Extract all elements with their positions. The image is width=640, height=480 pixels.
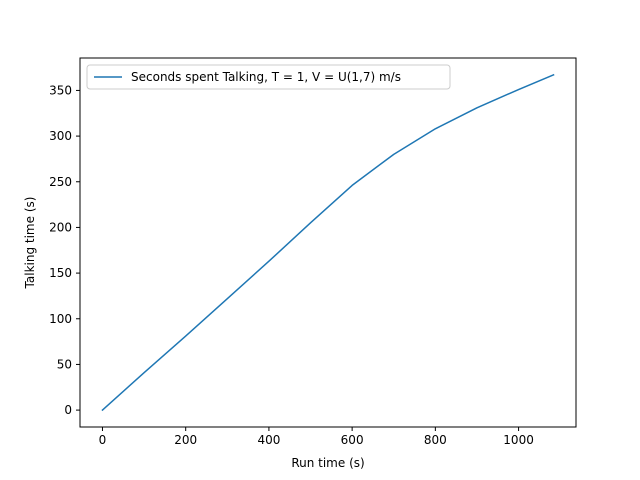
series-layer [101, 73, 555, 412]
series-line-0 [101, 73, 555, 412]
y-tick-label: 150 [49, 266, 72, 280]
legend-box [86, 64, 451, 90]
legend: Seconds spent Talking, T = 1, V = U(1,7)… [86, 64, 451, 90]
x-tick-label: 600 [341, 433, 364, 447]
x-axis-ticks: 0 200 400 600 800 1000 [99, 427, 534, 447]
y-tick-label: 200 [49, 220, 72, 234]
plot-frame [79, 57, 577, 428]
legend-entry-label: Seconds spent Talking, T = 1, V = U(1,7)… [131, 70, 401, 84]
y-axis-ticks: 0 50 100 150 200 250 300 350 [49, 83, 80, 417]
x-tick-label: 400 [257, 433, 280, 447]
y-tick-label: 100 [49, 312, 72, 326]
y-tick-label: 350 [49, 83, 72, 97]
y-tick-label: 250 [49, 175, 72, 189]
y-tick-label: 0 [64, 403, 72, 417]
x-tick-label: 1000 [503, 433, 534, 447]
x-tick-label: 800 [424, 433, 447, 447]
x-tick-label: 200 [174, 433, 197, 447]
y-tick-label: 300 [49, 129, 72, 143]
x-tick-label: 0 [99, 433, 107, 447]
y-axis-label: Talking time (s) [23, 197, 37, 290]
y-tick-label: 50 [57, 357, 72, 371]
x-axis-label: Run time (s) [291, 456, 364, 470]
axes-layer [79, 57, 577, 428]
